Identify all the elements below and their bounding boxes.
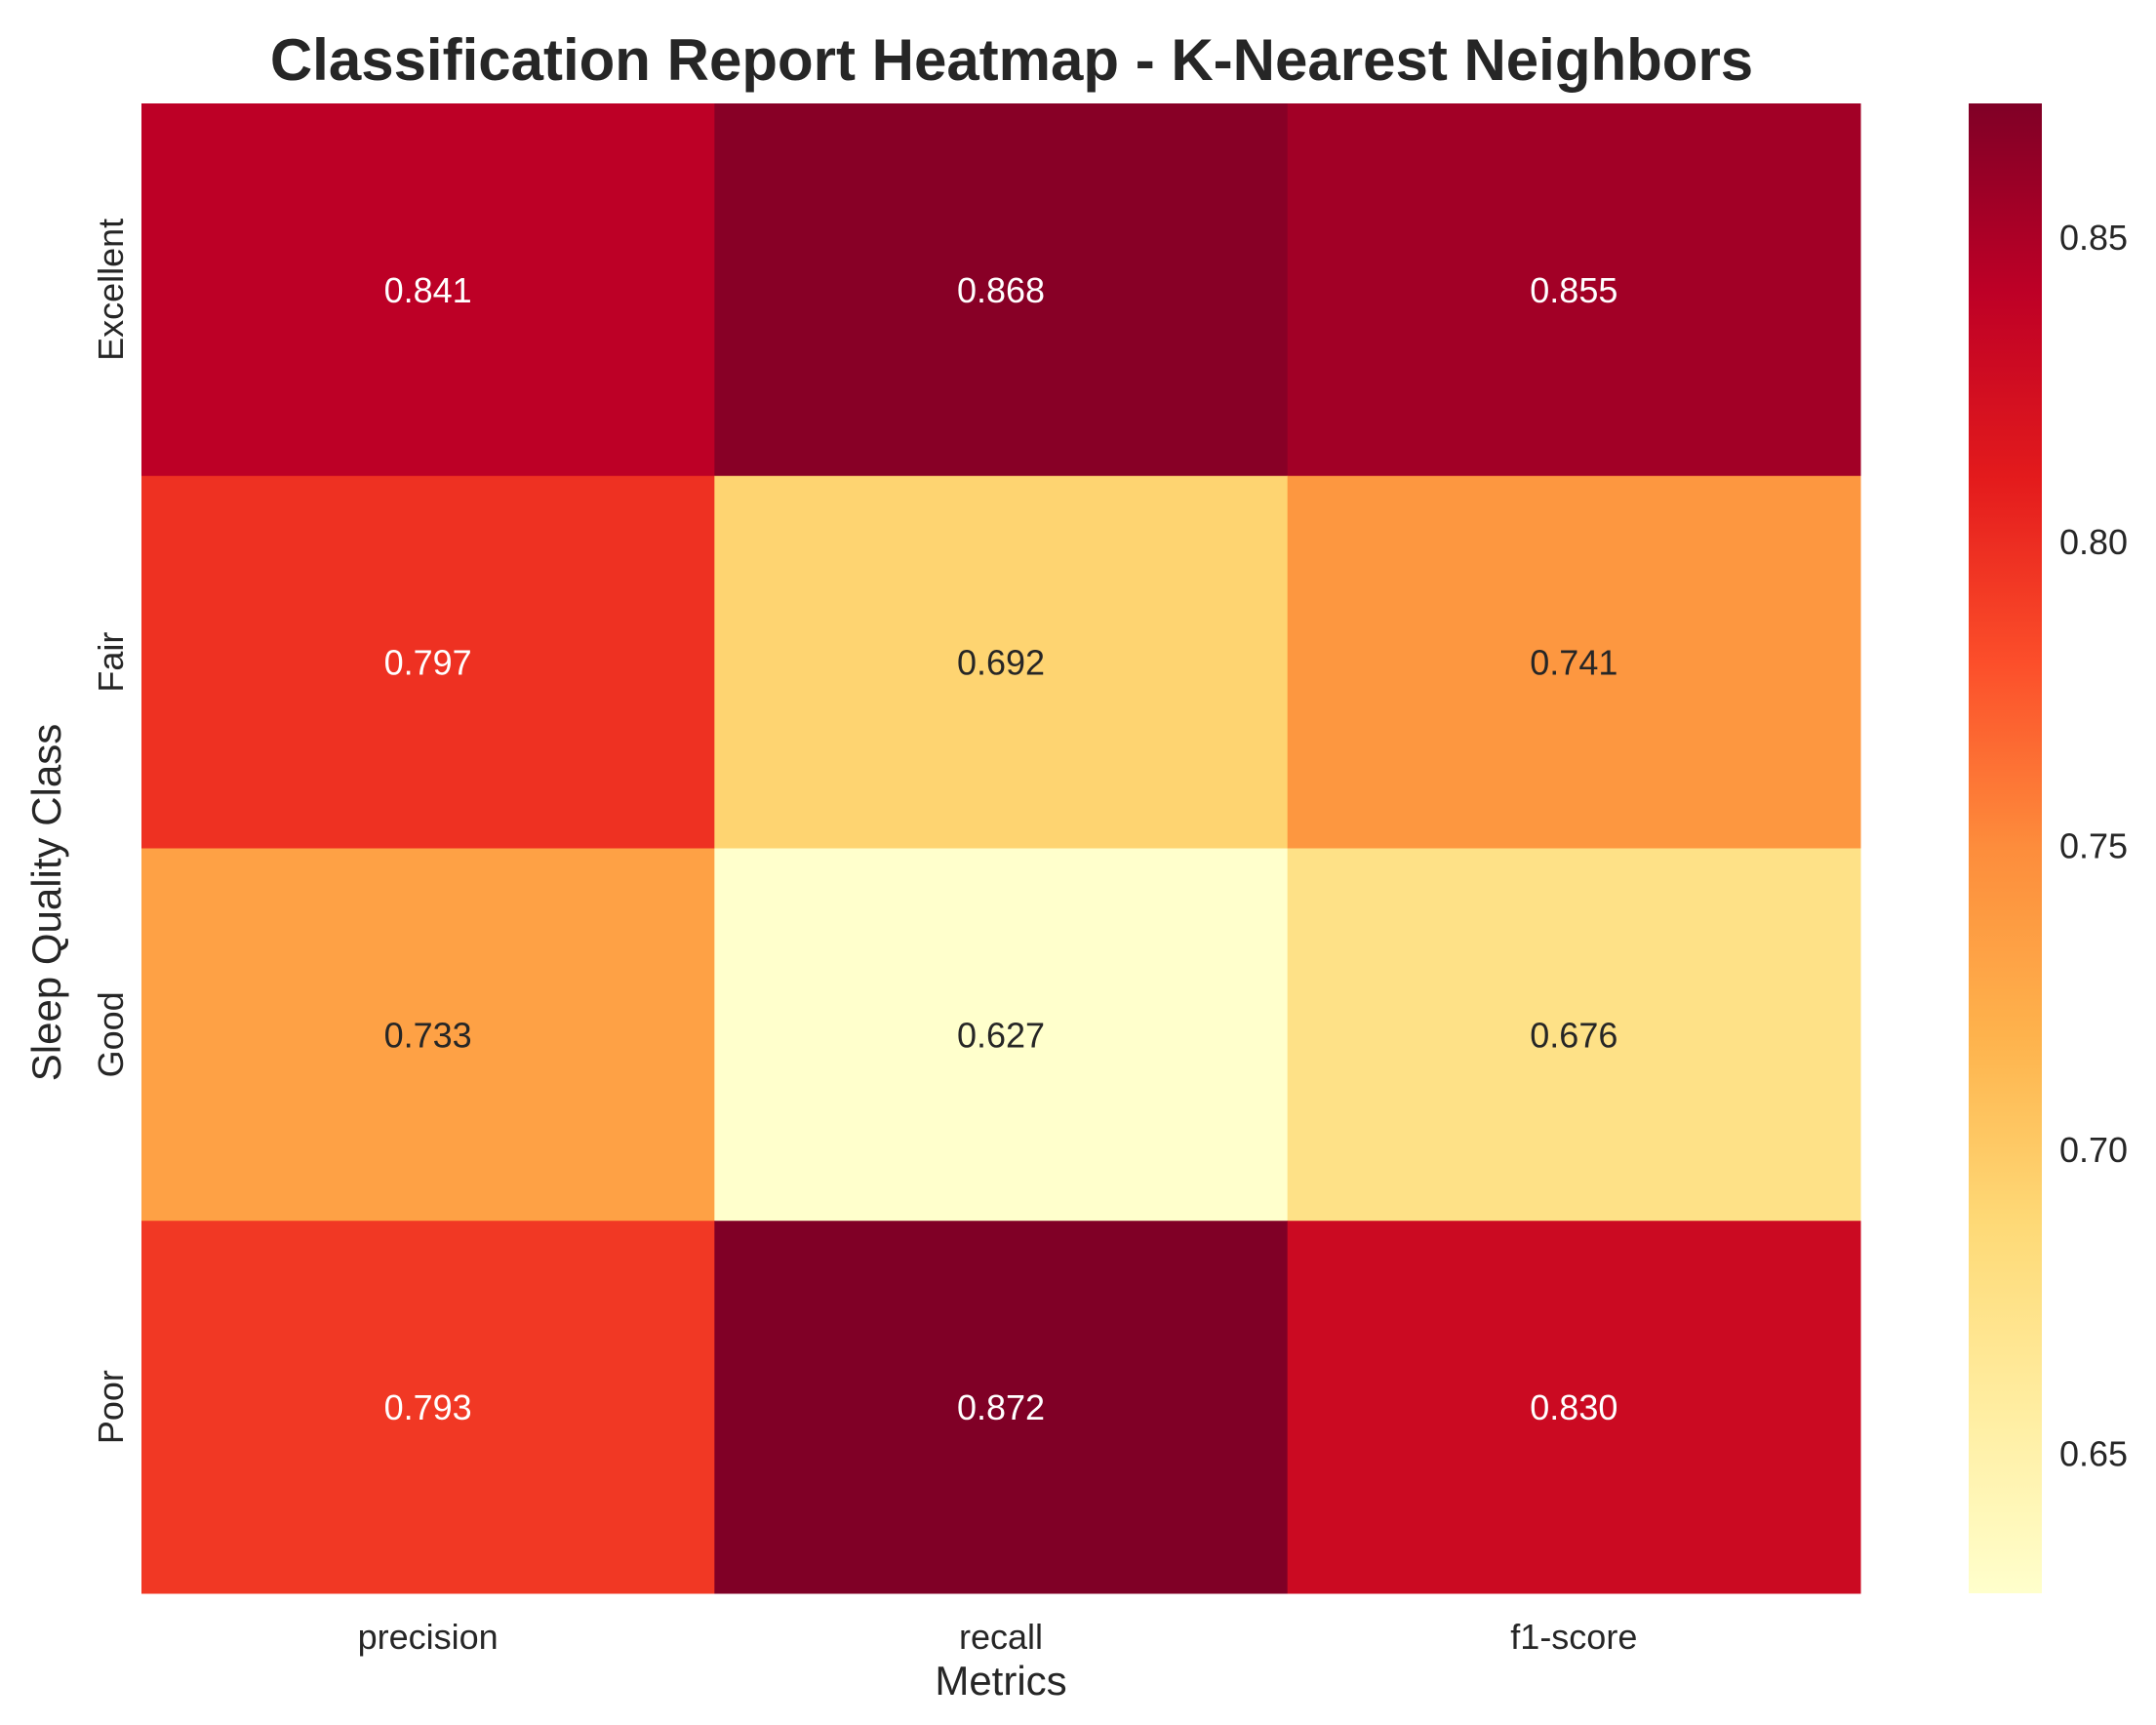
colorbar-tick-label: 0.85: [2059, 218, 2128, 258]
heatmap-cell: [1287, 103, 1861, 477]
cell-value-label: 0.733: [384, 1015, 472, 1055]
y-tick-label: Excellent: [91, 219, 131, 361]
x-axis-label: Metrics: [935, 1658, 1066, 1704]
cell-value-label: 0.855: [1530, 270, 1617, 310]
y-tick-label: Good: [91, 991, 131, 1077]
colorbar: 0.65 0.70 0.75 0.80 0.85: [1969, 103, 2128, 1593]
colorbar-tick-label: 0.80: [2059, 522, 2128, 562]
heatmap-cell: [714, 103, 1289, 477]
cell-value-label: 0.830: [1530, 1387, 1617, 1427]
heatmap-cells: 0.841 0.868 0.855 0.797 0.692 0.741 0.733 0.627…: [141, 103, 1861, 1594]
heatmap-cell: [1287, 1221, 1861, 1594]
heatmap-cell: [1287, 848, 1861, 1222]
cell-value-label: 0.872: [957, 1387, 1045, 1427]
heatmap-cell: [714, 1221, 1289, 1594]
x-tick-label: precision: [358, 1617, 499, 1657]
y-tick-label: Fair: [91, 632, 131, 693]
x-tick-label: f1-score: [1510, 1617, 1637, 1657]
heatmap-cell: [141, 848, 715, 1222]
x-tick-label: recall: [959, 1617, 1043, 1657]
heatmap-cell: [141, 103, 715, 477]
cell-value-label: 0.627: [957, 1015, 1045, 1055]
x-tick-labels: precision recall f1-score: [358, 1617, 1638, 1657]
cell-value-label: 0.841: [384, 270, 472, 310]
cell-value-label: 0.797: [384, 643, 472, 683]
heatmap-cell: [141, 1221, 715, 1594]
heatmap-cell: [141, 475, 715, 849]
cell-value-label: 0.868: [957, 270, 1045, 310]
chart-title: Classification Report Heatmap - K-Neares…: [270, 27, 1753, 93]
cell-value-label: 0.692: [957, 643, 1045, 683]
colorbar-tick-label: 0.70: [2059, 1130, 2128, 1170]
colorbar-gradient: [1969, 103, 2042, 1593]
colorbar-tick-label: 0.75: [2059, 825, 2128, 865]
heatmap-cell: [714, 475, 1289, 849]
y-tick-label: Poor: [91, 1370, 131, 1444]
cell-value-label: 0.676: [1530, 1015, 1617, 1055]
y-tick-labels: Excellent Fair Good Poor: [91, 219, 131, 1444]
cell-value-label: 0.741: [1530, 643, 1617, 683]
heatmap-cell: [714, 848, 1289, 1222]
colorbar-tick-label: 0.65: [2059, 1434, 2128, 1474]
heatmap-cell: [1287, 475, 1861, 849]
cell-value-label: 0.793: [384, 1387, 472, 1427]
y-axis-label: Sleep Quality Class: [23, 724, 69, 1082]
